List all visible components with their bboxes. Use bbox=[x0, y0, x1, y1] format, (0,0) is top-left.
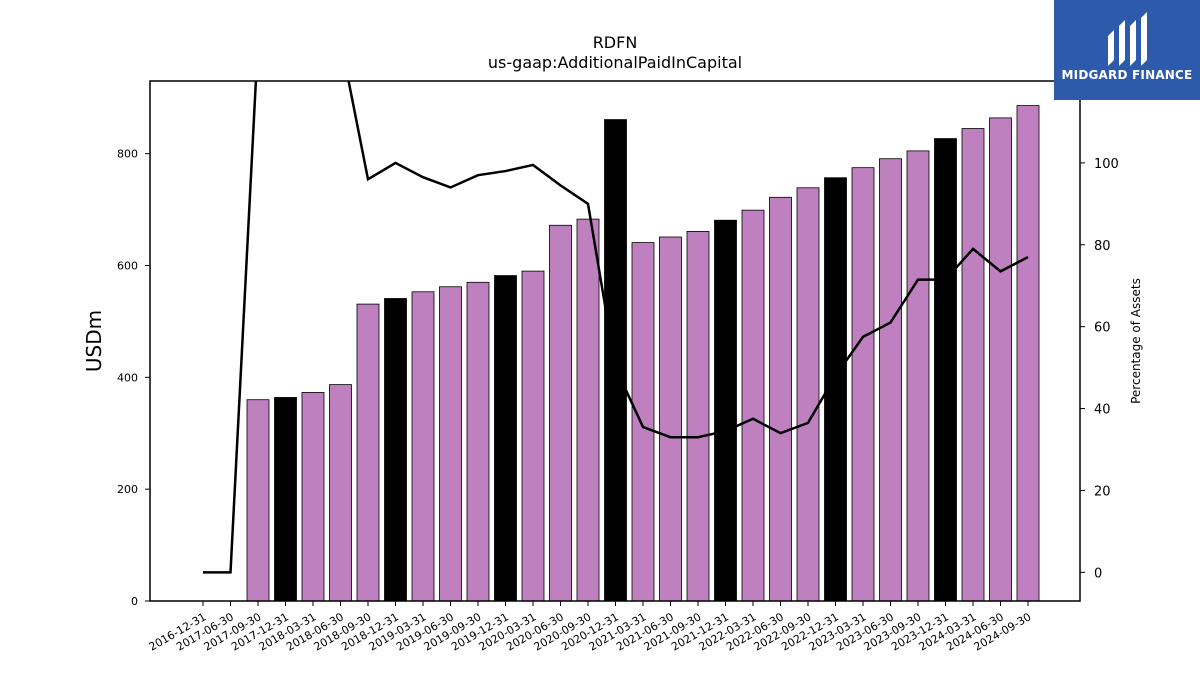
bar-2022-06-30 bbox=[769, 196, 792, 602]
brand-logo-text: MIDGARD FINANCE bbox=[1061, 68, 1193, 82]
bar-2020-09-30 bbox=[576, 218, 600, 602]
y-tick-label: 800 bbox=[117, 148, 138, 161]
chart-subtitle: us-gaap:AdditionalPaidInCapital bbox=[488, 53, 742, 72]
bar-2023-09-30 bbox=[906, 150, 930, 602]
line-group bbox=[203, 81, 1029, 574]
y2-tick-label: 20 bbox=[1094, 484, 1111, 499]
y-tick-label: 400 bbox=[117, 371, 138, 384]
bar-2024-06-30 bbox=[989, 117, 1012, 602]
chart-title: RDFN bbox=[593, 33, 638, 52]
bar-2017-09-30 bbox=[246, 399, 270, 602]
bar-2022-09-30 bbox=[796, 187, 820, 602]
percentage-line bbox=[203, 81, 1029, 574]
y-tick-label: 0 bbox=[131, 595, 138, 608]
bar-2019-12-31 bbox=[494, 275, 517, 602]
bar-2021-06-30 bbox=[659, 236, 682, 602]
bar-2018-03-31 bbox=[301, 392, 325, 602]
y-tick-label: 600 bbox=[117, 260, 138, 273]
y2-tick-label: 40 bbox=[1094, 403, 1111, 418]
bar-2021-09-30 bbox=[686, 231, 710, 602]
bar-2019-03-31 bbox=[411, 291, 435, 602]
bar-2020-03-31 bbox=[521, 270, 545, 602]
y2-tick-label: 100 bbox=[1094, 157, 1119, 172]
bar-2019-06-30 bbox=[439, 286, 462, 602]
bar-2024-09-30 bbox=[1016, 105, 1040, 602]
bar-2019-09-30 bbox=[466, 281, 490, 602]
y-axis-label: USDm bbox=[82, 310, 106, 372]
bar-2018-12-31 bbox=[384, 298, 407, 602]
bar-2018-09-30 bbox=[356, 303, 380, 602]
y2-tick-label: 80 bbox=[1094, 239, 1111, 254]
y2-axis-label: Percentage of Assets bbox=[1129, 278, 1143, 404]
bar-2023-06-30 bbox=[879, 158, 902, 602]
bar-2024-03-31 bbox=[961, 128, 985, 602]
brand-logo: MIDGARD FINANCE bbox=[1054, 0, 1200, 100]
midgard-logo-icon bbox=[1108, 12, 1147, 66]
bars-group bbox=[246, 105, 1040, 602]
bar-2023-12-31 bbox=[934, 138, 957, 602]
y2-tick-label: 60 bbox=[1094, 321, 1111, 336]
bar-2021-03-31 bbox=[631, 242, 655, 602]
bar-2020-06-30 bbox=[549, 224, 572, 602]
y-tick-label: 200 bbox=[117, 483, 138, 496]
bar-2018-06-30 bbox=[329, 384, 352, 602]
bar-2023-03-31 bbox=[851, 167, 875, 602]
bar-2017-12-31 bbox=[274, 397, 297, 602]
bar-2022-03-31 bbox=[741, 209, 765, 602]
bar-2021-12-31 bbox=[714, 219, 737, 602]
y2-tick-label: 0 bbox=[1094, 566, 1102, 581]
